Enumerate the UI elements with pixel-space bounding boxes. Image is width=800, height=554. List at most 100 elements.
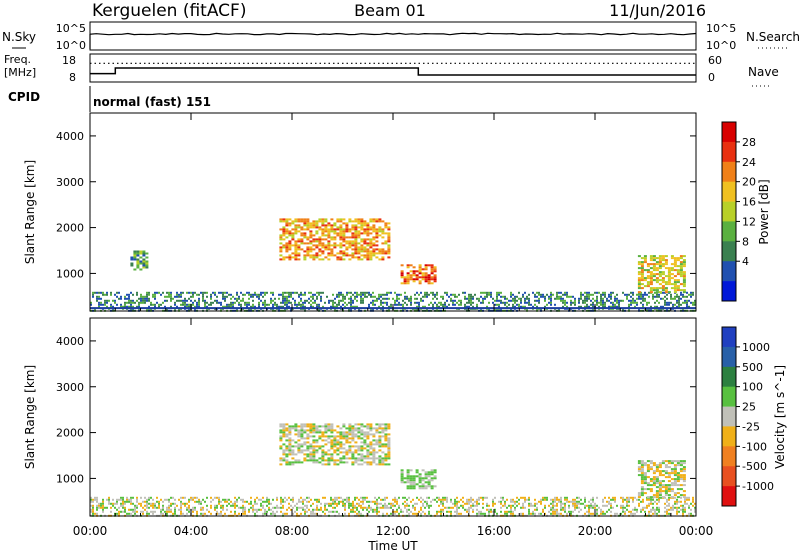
echo-cell [130, 512, 132, 515]
echo-cell [649, 291, 653, 294]
echo-cell [506, 301, 508, 304]
echo-cell [682, 259, 686, 262]
echo-cell [400, 272, 404, 275]
echo-cell [168, 504, 170, 507]
echo-cell [285, 242, 289, 245]
echo-cell [658, 291, 662, 294]
echo-cell [282, 220, 286, 223]
echo-cell [378, 295, 380, 298]
echo-cell [350, 510, 352, 513]
echo-cell [360, 455, 364, 458]
echo-cell [638, 498, 640, 501]
echo-region-3 [400, 264, 437, 285]
echo-cell [280, 502, 282, 505]
echo-cell [430, 276, 434, 279]
echo-cell [297, 252, 301, 255]
echo-cell [242, 500, 244, 503]
echo-cell [643, 478, 647, 481]
echo-cell [538, 301, 540, 304]
echo-cell [580, 295, 582, 298]
colorbar-tick-label: 1000 [742, 341, 770, 354]
echo-cell [92, 510, 94, 513]
echo-cell [288, 463, 292, 466]
echo-cell [460, 301, 462, 304]
echo-cell [116, 500, 118, 503]
echo-cell [345, 254, 349, 257]
echo-cell [390, 305, 392, 308]
echo-cell [596, 299, 598, 302]
echo-cell [354, 506, 356, 509]
echo-cell [404, 301, 406, 304]
echo-cell [628, 504, 630, 507]
echo-cell [534, 502, 536, 505]
echo-cell [496, 297, 498, 300]
echo-cell [369, 228, 373, 231]
echo-cell [387, 441, 391, 444]
echo-cell [309, 256, 313, 259]
echo-cell [546, 303, 548, 306]
echo-cell [380, 498, 382, 501]
echo-cell [694, 510, 696, 513]
echo-cell [306, 500, 308, 503]
echo-cell [294, 230, 298, 233]
echo-cell [462, 291, 464, 294]
echo-cell [626, 500, 628, 503]
y-tick-label: 2000 [56, 222, 84, 235]
echo-cell [321, 425, 325, 428]
echo-cell [426, 500, 428, 503]
echo-cell [676, 464, 680, 467]
echo-cell [402, 502, 404, 505]
echo-cell [421, 276, 425, 279]
echo-cell [578, 502, 580, 505]
echo-cell [381, 435, 385, 438]
echo-cell [554, 510, 556, 513]
echo-cell [655, 291, 659, 294]
echo-cell [360, 246, 364, 249]
echo-cell [279, 228, 283, 231]
echo-cell [424, 291, 426, 294]
echo-cell [306, 447, 310, 450]
echo-cell [309, 447, 313, 450]
echo-cell [624, 510, 626, 513]
echo-cell [375, 234, 379, 237]
echo-cell [381, 252, 385, 255]
echo-cell [124, 508, 126, 511]
echo-cell [351, 431, 355, 434]
echo-cell [676, 293, 678, 296]
echo-cell [446, 506, 448, 509]
echo-cell [345, 242, 349, 245]
echo-cell [640, 287, 644, 290]
echo-cell [667, 486, 671, 489]
echo-cell [456, 295, 458, 298]
echo-cell [514, 305, 516, 308]
echo-cell [139, 268, 143, 271]
echo-cell [369, 220, 373, 223]
echo-cell [664, 494, 668, 497]
echo-cell [312, 431, 316, 434]
echo-cell [670, 490, 674, 493]
echo-cell [558, 500, 560, 503]
echo-cell [586, 293, 588, 296]
echo-cell [574, 303, 576, 306]
echo-cell [470, 299, 472, 302]
echo-cell [106, 506, 108, 509]
echo-cell [406, 272, 410, 275]
echo-cell [546, 498, 548, 501]
echo-cell [369, 246, 373, 249]
echo-cell [318, 461, 322, 464]
echo-cell [372, 252, 376, 255]
echo-cell [327, 441, 331, 444]
echo-cell [661, 480, 665, 483]
echo-cell [296, 502, 298, 505]
echo-cell [352, 299, 354, 302]
echo-cell [330, 427, 334, 430]
echo-cell [300, 242, 304, 245]
echo-cell [124, 303, 126, 306]
echo-cell [670, 257, 674, 260]
echo-cell [512, 498, 514, 501]
echo-cell [309, 236, 313, 239]
echo-cell [667, 490, 671, 493]
echo-cell [512, 293, 514, 296]
echo-cell [210, 506, 212, 509]
echo-cell [188, 291, 190, 294]
